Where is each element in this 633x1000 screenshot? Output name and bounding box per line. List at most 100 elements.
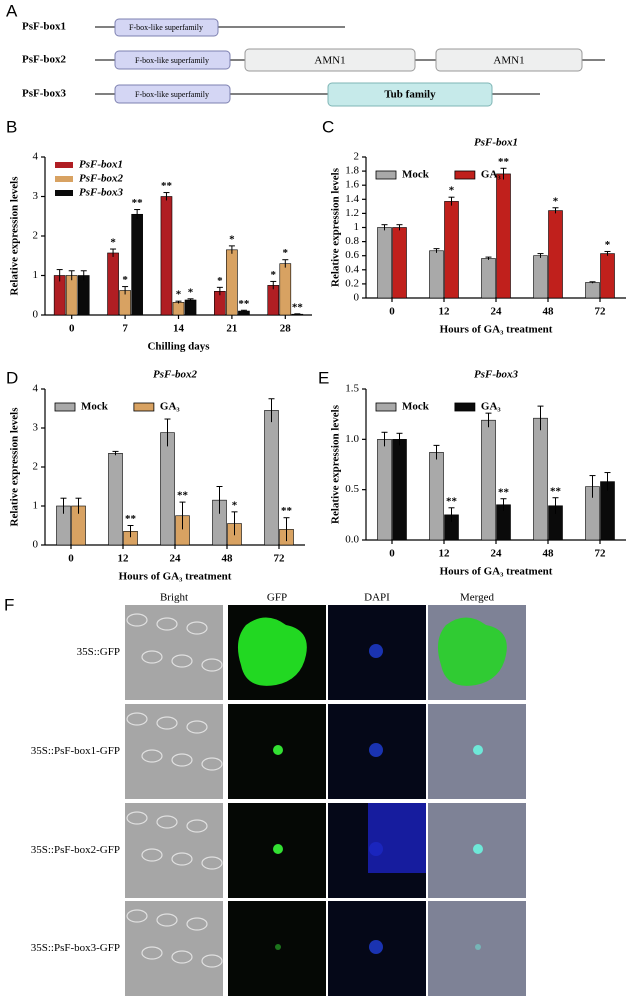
domain-box: [114, 50, 231, 70]
legend-label: GA₃: [481, 401, 502, 413]
x-tick-label: 24: [491, 306, 503, 318]
bar: [267, 285, 280, 316]
bar: [481, 258, 496, 299]
error-bar: [589, 475, 596, 498]
x-axis-label: Hours of GA₃ treatment: [119, 571, 232, 583]
error-bar: [122, 286, 129, 295]
panel-label: F: [4, 595, 14, 614]
x-tick-label: 0: [68, 553, 74, 565]
significance-label: *: [188, 286, 194, 298]
micrograph: [125, 605, 223, 700]
bar: [533, 417, 548, 541]
error-bar: [396, 224, 403, 231]
legend-swatch: [54, 402, 76, 412]
y-tick-label: 1.4: [345, 193, 359, 205]
cell-outline: [171, 950, 193, 964]
y-tick-label: 3: [33, 190, 39, 202]
x-axis-label: Chilling days: [147, 341, 210, 353]
error-bar: [187, 298, 194, 302]
x-tick-label: 48: [543, 548, 555, 560]
y-tick-label: 1.5: [345, 383, 359, 395]
error-bar: [112, 450, 119, 456]
significance-label: *: [232, 499, 238, 511]
domain-box: [244, 48, 416, 72]
x-tick-label: 21: [226, 323, 237, 335]
legend-label: GA₃: [481, 169, 502, 181]
significance-label: *: [283, 247, 289, 259]
error-bar: [537, 253, 544, 258]
column-header: DAPI: [364, 592, 390, 604]
cell-outline: [156, 716, 178, 730]
panel-label: E: [318, 368, 329, 387]
chart-title: PsF-box3: [474, 369, 519, 381]
x-tick-label: 24: [170, 553, 182, 565]
error-bar: [127, 525, 134, 538]
x-tick-label: 24: [491, 548, 503, 560]
bar: [377, 439, 392, 541]
gfp-signal: [473, 745, 483, 755]
micrograph: [125, 901, 223, 996]
x-tick-label: 14: [173, 323, 185, 335]
x-tick-label: 12: [118, 553, 130, 565]
legend-label: Mock: [81, 401, 109, 413]
column-header: Bright: [160, 592, 188, 604]
domain-label: AMN1: [314, 55, 345, 67]
cell-outline: [156, 815, 178, 829]
error-bar: [68, 270, 75, 281]
legend-swatch: [454, 402, 476, 412]
legend-swatch: [133, 402, 155, 412]
error-bar: [231, 511, 238, 536]
gfp-signal: [475, 944, 481, 950]
protein-name: PsF-box3: [22, 88, 67, 100]
bar: [131, 213, 143, 316]
y-axis-label: Relative expression levels: [9, 407, 21, 527]
bar: [107, 252, 119, 316]
panel-f: F Bright GFP DAPI Merged35S::GFP35S::PsF-bo…: [4, 592, 526, 996]
error-bar: [56, 269, 63, 282]
gfp-signal: [273, 844, 283, 854]
bar: [377, 227, 392, 299]
error-bar: [75, 497, 82, 514]
micrograph: [125, 704, 223, 799]
error-bar: [500, 498, 507, 511]
row-label: 35S::GFP: [77, 646, 120, 658]
y-axis-label: Relative expression levels: [330, 404, 342, 524]
significance-label: *: [229, 233, 235, 245]
error-bar: [216, 486, 223, 514]
cell-outline: [156, 617, 178, 631]
error-bar: [134, 209, 141, 220]
error-bar: [294, 313, 301, 315]
y-tick-label: 0: [354, 292, 360, 304]
panel-label: C: [322, 117, 334, 136]
error-bar: [433, 248, 440, 253]
y-tick-label: 1.6: [345, 179, 359, 191]
bar: [226, 249, 238, 316]
bar: [108, 453, 123, 546]
significance-label: *: [271, 269, 277, 281]
dapi-glow: [368, 803, 426, 873]
cell-outline: [126, 712, 148, 726]
cell-outline: [201, 954, 223, 968]
bar: [444, 201, 459, 299]
bar: [533, 255, 548, 299]
error-bar: [228, 245, 235, 254]
cell-outline: [201, 757, 223, 771]
legend-label: Mock: [402, 401, 430, 413]
error-bar: [589, 281, 596, 284]
error-bar: [240, 309, 247, 312]
error-bar: [500, 167, 507, 180]
x-tick-label: 72: [595, 548, 607, 560]
error-bar: [433, 444, 440, 460]
error-bar: [552, 497, 559, 514]
bar: [172, 302, 185, 316]
significance-label: *: [217, 275, 223, 287]
significance-label: *: [605, 239, 611, 251]
error-bar: [270, 280, 277, 290]
y-tick-label: 0.2: [345, 277, 359, 289]
domain-label: Tub family: [384, 89, 436, 101]
panel-label: B: [6, 117, 17, 136]
nucleus-stain: [369, 940, 383, 954]
x-tick-label: 12: [439, 548, 451, 560]
nucleus-stain: [369, 743, 383, 757]
y-tick-label: 1: [33, 269, 39, 281]
